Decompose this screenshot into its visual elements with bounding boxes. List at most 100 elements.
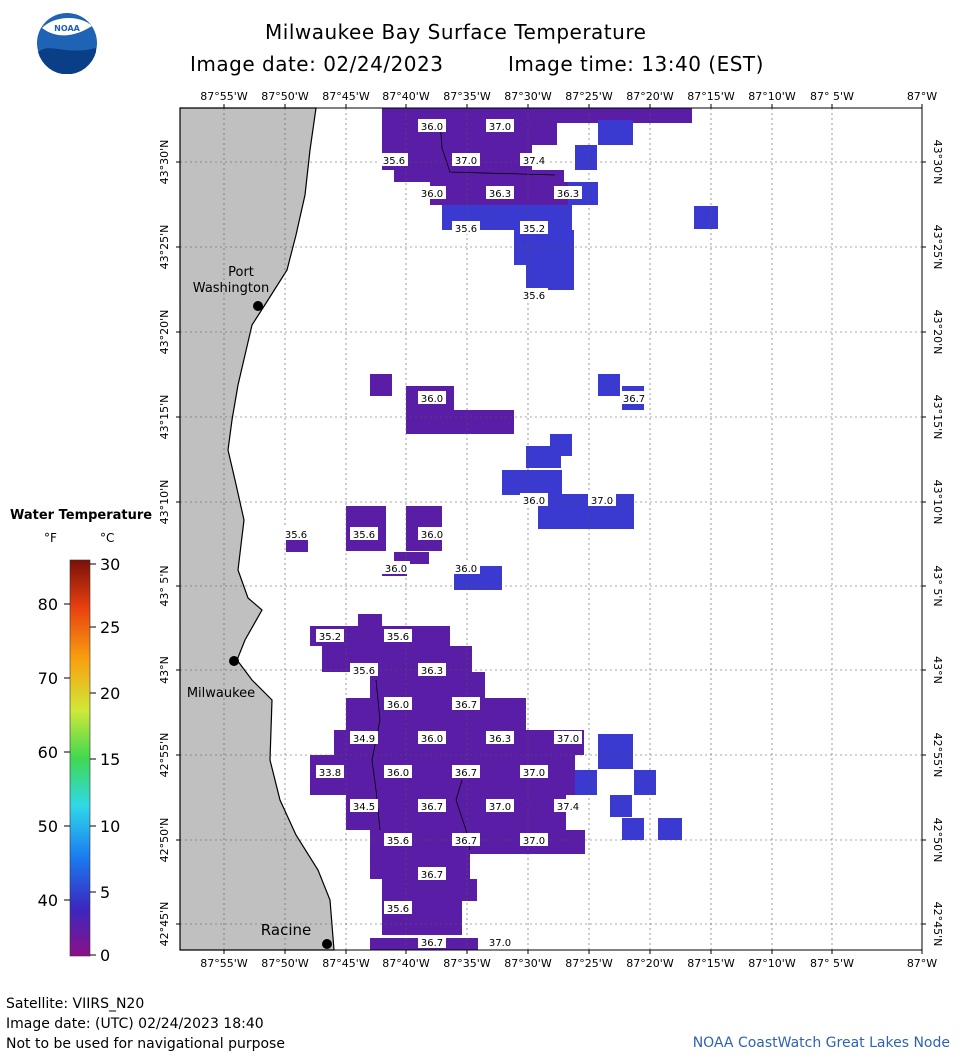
sst-patch [526, 265, 574, 290]
temp-label-bg [384, 833, 412, 846]
temp-label-bg [418, 527, 446, 540]
lon-label-bottom: 87° 5'W [810, 957, 854, 970]
sst-patch [310, 626, 450, 646]
sst-patch [658, 818, 682, 840]
f-tick-label: 50 [38, 817, 58, 836]
temp-label-bg [452, 765, 480, 778]
f-tick-label: 70 [38, 669, 58, 688]
lon-label-bottom: 87°35'W [443, 957, 491, 970]
temp-label-bg [486, 119, 514, 132]
c-tick-label: 0 [100, 946, 110, 965]
temp-label: 35.2 [523, 224, 545, 235]
temp-label: 36.7 [421, 938, 443, 949]
sst-patch [575, 145, 597, 170]
sst-patch [598, 374, 620, 396]
temp-label: 35.6 [353, 666, 375, 677]
sst-patch [694, 206, 718, 229]
sst-patch [514, 230, 574, 265]
lon-label-top: 87°20'W [626, 90, 674, 103]
lat-label-left: 42°55'N [158, 733, 171, 778]
lon-label-bottom: 87°30'W [504, 957, 552, 970]
temp-label-bg [452, 561, 480, 574]
sst-patch [394, 170, 564, 182]
temp-label-bg [520, 493, 548, 506]
temp-label-bg [520, 288, 548, 301]
sst-patch [502, 470, 562, 495]
lon-label-bottom: 87°45'W [322, 957, 370, 970]
sst-patch [286, 540, 308, 552]
temp-label-bg [418, 663, 446, 676]
c-tick-label: 20 [100, 684, 120, 703]
temp-label-bg [486, 935, 514, 948]
unit-fahrenheit: °F [44, 531, 57, 545]
temp-label-bg [452, 153, 480, 166]
temp-label-bg [382, 561, 410, 574]
sst-patch [598, 734, 633, 769]
temp-label: 37.0 [489, 802, 511, 813]
utc-date-label: Image date: (UTC) 02/24/2023 18:40 [6, 1016, 264, 1032]
lat-label-left: 43°25'N [158, 225, 171, 270]
temp-label: 36.0 [421, 189, 443, 200]
temp-label: 37.0 [489, 938, 511, 949]
c-tick-label: 30 [100, 555, 120, 574]
lon-label-bottom: 87°20'W [626, 957, 674, 970]
sst-patch [322, 646, 472, 672]
map-title: Milwaukee Bay Surface Temperature [265, 20, 647, 44]
temp-label: 35.6 [455, 224, 477, 235]
temp-label-bg [418, 867, 446, 880]
c-tick-label: 5 [100, 883, 110, 902]
temp-label: 37.0 [523, 836, 545, 847]
temp-label-bg [350, 663, 378, 676]
temp-label: 36.0 [455, 564, 477, 575]
city-label: Milwaukee [187, 686, 255, 701]
lon-label-top: 87°55'W [200, 90, 248, 103]
city-label: Washington [193, 281, 269, 296]
sst-patch [538, 494, 634, 529]
temp-label: 35.6 [383, 156, 405, 167]
temp-label: 36.0 [421, 122, 443, 133]
sst-patch [382, 879, 477, 901]
sst-patch [406, 410, 514, 434]
temp-label: 34.9 [353, 734, 375, 745]
temp-label-bg [350, 799, 378, 812]
temp-label-bg [316, 765, 344, 778]
temp-label-bg [418, 799, 446, 812]
lat-label-left: 43°20'N [158, 310, 171, 355]
lon-label-top: 87°10'W [748, 90, 796, 103]
temp-label: 36.7 [421, 802, 443, 813]
temp-label: 36.3 [489, 734, 511, 745]
lat-label-right: 43°15'N [931, 395, 944, 440]
temp-label: 37.0 [557, 734, 579, 745]
temp-label-bg [520, 221, 548, 234]
temp-label: 35.6 [523, 291, 545, 302]
c-tick-label: 25 [100, 618, 120, 637]
city-marker [229, 656, 239, 666]
temp-label: 34.5 [353, 802, 375, 813]
temp-label: 36.3 [421, 666, 443, 677]
lon-label-top: 87°25'W [565, 90, 613, 103]
sst-patch [526, 446, 561, 468]
temp-label-bg [418, 731, 446, 744]
temp-label-bg [282, 527, 310, 540]
temp-label-bg [350, 731, 378, 744]
temp-label-bg [418, 391, 446, 404]
temp-label-bg [452, 697, 480, 710]
lon-label-bottom: 87°50'W [261, 957, 309, 970]
temp-label-bg [384, 697, 412, 710]
temp-label-bg [486, 186, 514, 199]
temp-label: 36.7 [623, 394, 645, 405]
lon-label-top: 87° 5'W [810, 90, 854, 103]
sst-patch [634, 770, 656, 795]
lat-label-left: 42°45'N [158, 902, 171, 947]
sst-patch [622, 818, 644, 840]
temp-label: 36.7 [455, 700, 477, 711]
isotherm-line [439, 119, 556, 176]
sst-patch [610, 795, 632, 817]
satellite-label: Satellite: VIIRS_N20 [6, 996, 145, 1012]
temp-label: 35.6 [285, 530, 307, 541]
temp-label-bg [554, 186, 582, 199]
temp-label: 37.4 [557, 802, 579, 813]
temp-label-bg [384, 765, 412, 778]
temp-label: 36.0 [421, 734, 443, 745]
